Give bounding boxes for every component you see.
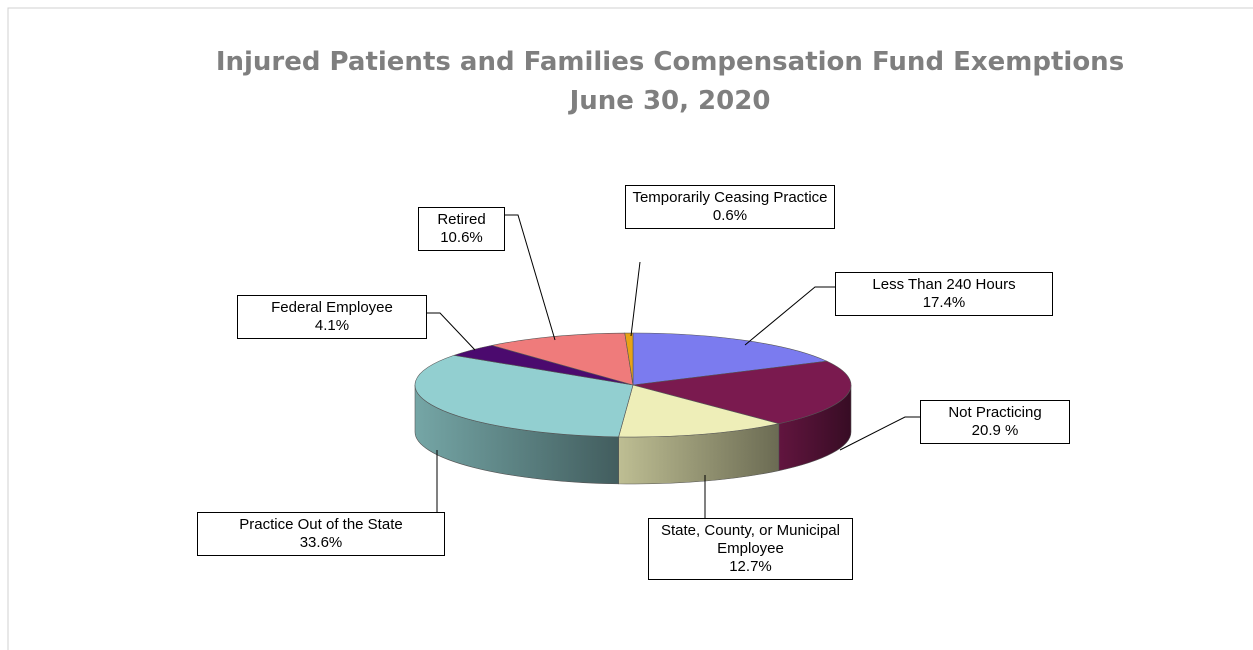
slice-label: Retired (437, 211, 486, 228)
slice-label: Practice Out of the State (239, 516, 403, 533)
chart-frame (7, 7, 1253, 650)
data-label: Less Than 240 Hours 17.4% (835, 272, 1053, 316)
slice-label: Federal Employee (271, 299, 393, 316)
data-label: Retired 10.6% (418, 207, 505, 251)
slice (414, 354, 634, 438)
leader-line (505, 214, 556, 341)
data-label: State, County, or Municipal Employee 12.7… (648, 518, 853, 580)
value-label: 4.1% (314, 317, 350, 334)
slice (632, 360, 852, 424)
data-label: Not Practicing 20.9 % (920, 400, 1070, 444)
slice-label: State, County, or Municipal Employee (661, 522, 840, 557)
slice (618, 384, 779, 438)
value-label: 20.9 % (971, 422, 1019, 439)
value-label: 10.6% (440, 229, 483, 246)
chart-title: Injured Patients and Families Compensati… (215, 47, 1125, 77)
leader-line (630, 261, 641, 337)
slice-label: Not Practicing (948, 404, 1042, 421)
leader-line (426, 312, 476, 351)
data-label: Temporarily Ceasing Practice 0.6% (625, 185, 835, 229)
data-label: Federal Employee 4.1% (237, 295, 427, 339)
slice-label: Temporarily Ceasing Practice (632, 189, 828, 206)
value-label: 12.7% (729, 558, 772, 575)
data-label: Practice Out of the State 33.6% (197, 512, 445, 556)
slice (632, 332, 828, 386)
slice (624, 332, 634, 386)
value-label: 17.4% (922, 294, 966, 311)
leader-line (744, 286, 835, 346)
value-label: 0.6% (712, 207, 748, 224)
slice-label: Less Than 240 Hours (872, 276, 1016, 293)
leader-line (839, 416, 920, 451)
value-label: 33.6% (299, 534, 343, 551)
chart-subtitle: June 30, 2020 (569, 86, 771, 116)
